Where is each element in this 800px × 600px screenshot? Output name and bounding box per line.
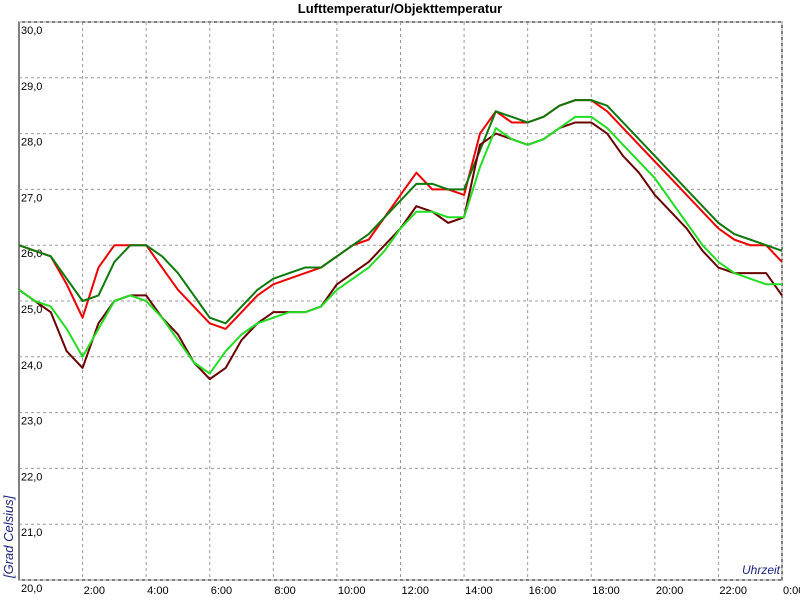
y-tick-label: 23,0 [21, 416, 42, 428]
y-tick-label: 28,0 [21, 137, 42, 149]
y-tick-label: 20,0 [21, 583, 42, 595]
x-axis-label: Uhrzeit [742, 563, 781, 577]
x-tick-label: 14:00 [465, 585, 493, 597]
chart-title: Lufttemperatur/Objekttemperatur [298, 1, 502, 16]
series-line [18, 99, 783, 325]
x-tick-label: 18:00 [592, 585, 620, 597]
x-tick-label: 8:00 [274, 585, 295, 597]
y-tick-label: 25,0 [21, 304, 42, 316]
x-tick-label: 10:00 [338, 585, 366, 597]
y-tick-label: 21,0 [21, 527, 42, 539]
y-tick-label: 24,0 [21, 360, 42, 372]
x-tick-label: 12:00 [402, 585, 430, 597]
x-tick-label: 6:00 [211, 585, 232, 597]
y-tick-label: 22,0 [21, 471, 42, 483]
y-tick-label: 30,0 [21, 25, 42, 37]
y-axis-label: [Grad Celsius] [1, 495, 16, 579]
x-tick-label: 4:00 [147, 585, 168, 597]
x-tick-label: 0:00 [783, 585, 800, 597]
x-tick-label: 20:00 [656, 585, 684, 597]
x-tick-label: 22:00 [719, 585, 747, 597]
series-line [18, 115, 782, 375]
x-tick-label: 2:00 [84, 585, 105, 597]
y-tick-label: 27,0 [21, 192, 42, 204]
y-tick-label: 29,0 [21, 81, 42, 93]
x-tick-label: 16:00 [529, 585, 557, 597]
